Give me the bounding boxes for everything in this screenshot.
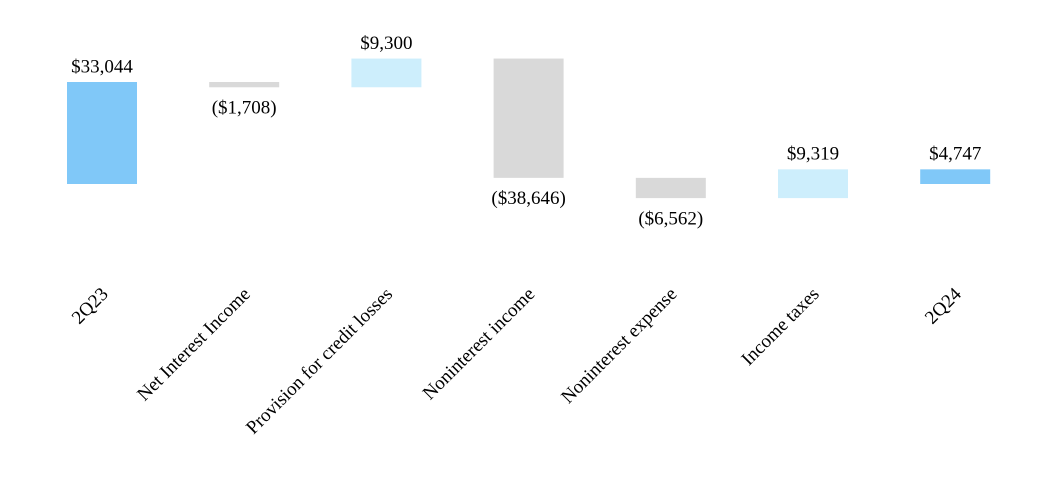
value-label: ($6,562) [638,208,703,229]
value-label: $33,044 [71,56,133,77]
bar [635,177,706,199]
x-tick-label: 2Q24 [921,283,966,328]
x-tick-label: Net Interest Income [133,284,255,406]
bar [778,169,848,199]
value-label: ($1,708) [212,98,277,119]
bar [920,169,991,184]
x-tick-label: 2Q23 [68,284,113,329]
x-tick-label: Noninterest income [419,284,539,404]
x-tick-label: Noninterest expense [557,284,681,408]
value-label: $9,319 [787,144,839,165]
value-label: $9,300 [360,33,412,54]
bar [493,58,564,178]
bar [351,58,422,88]
x-tick-label: Income taxes [738,284,824,370]
value-label: $4,747 [929,144,981,165]
bar [209,82,280,88]
bar [67,82,137,184]
x-tick-label: Provision for credit losses [242,284,397,439]
value-label: ($38,646) [491,188,565,209]
